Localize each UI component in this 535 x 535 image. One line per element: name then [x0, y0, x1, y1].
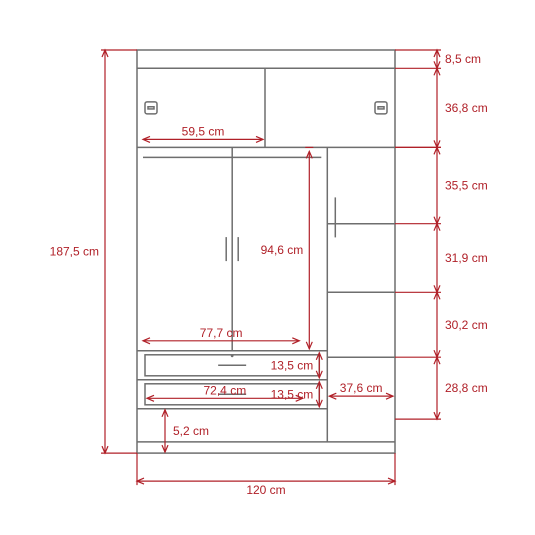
dim-base: 5,2 cm	[173, 424, 209, 438]
dimension-drawing: 187,5 cm 120 cm 8,5 cm 36,8 cm 59,5 cm 94,6 c…	[0, 0, 535, 535]
dim-right3: 30,2 cm	[445, 318, 488, 332]
dim-drawer-w: 72,4 cm	[204, 383, 247, 397]
dim-top-shelf: 8,5 cm	[445, 52, 481, 66]
dim-right-bot-w: 37,6 cm	[340, 381, 383, 395]
dim-mid-left-w: 77,7 cm	[200, 326, 243, 340]
dim-upper: 36,8 cm	[445, 101, 488, 115]
dim-upper-left-w: 59,5 cm	[182, 124, 225, 138]
dim-right4: 28,8 cm	[445, 381, 488, 395]
dim-drawer-h1: 13,5 cm	[271, 358, 314, 372]
dimension-lines	[101, 50, 441, 485]
dim-total-height: 187,5 cm	[50, 245, 99, 259]
dim-mid-h: 94,6 cm	[261, 243, 304, 257]
dim-right1: 35,5 cm	[445, 179, 488, 193]
dim-right2: 31,9 cm	[445, 251, 488, 265]
dim-total-width: 120 cm	[246, 483, 285, 497]
dim-drawer-h2: 13,5 cm	[271, 387, 314, 401]
